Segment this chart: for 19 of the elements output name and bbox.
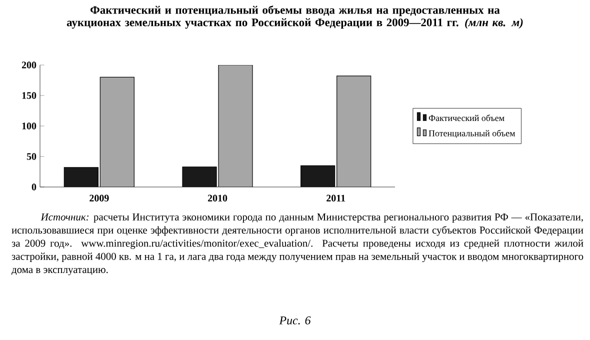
bar <box>64 167 98 187</box>
y-tick-label: 100 <box>22 122 36 130</box>
x-tick-label: 2009 <box>90 194 109 202</box>
legend-label: Фактический объем <box>428 114 504 122</box>
y-tick-label: 50 <box>26 153 36 160</box>
y-tick-label: 150 <box>22 92 36 99</box>
bar <box>336 76 372 187</box>
bar <box>182 166 217 187</box>
y-tick-label: 0 <box>32 184 36 190</box>
x-tick-label: 2011 <box>326 194 346 202</box>
y-tick-label: 200 <box>22 62 36 68</box>
bar <box>100 77 134 187</box>
chart-title: Фактический и потенциальный объемы ввода жилья на предоставленных на аукционах земельных участках по Российской Федерации в 2009—2011 гг. (млн кв. м) <box>66 6 523 29</box>
legend-label: Потенциальный объем <box>428 130 516 138</box>
text: Источник: расчеты Института экономики города по данным Министерства регионального развития РФ — «Показатели, использовавшиеся при оценке эффективности деятельности органов исполнительной власти субъектов Российской Федерации за 2009 год». www.minregion.ru/activities/monitor/exec_evaluation/. Расчеты проведены исходя из средней плотности жилой застройки, равной 4000 кв. м на 1 га, и лага два года между получением прав на земельный участок и вводом многоквартирного дома в эксплуатацию. <box>12 214 584 276</box>
x-tick-label: 2010 <box>208 194 228 202</box>
bar <box>218 65 252 187</box>
text: Рис. 6 <box>279 316 311 324</box>
bar <box>300 165 336 187</box>
